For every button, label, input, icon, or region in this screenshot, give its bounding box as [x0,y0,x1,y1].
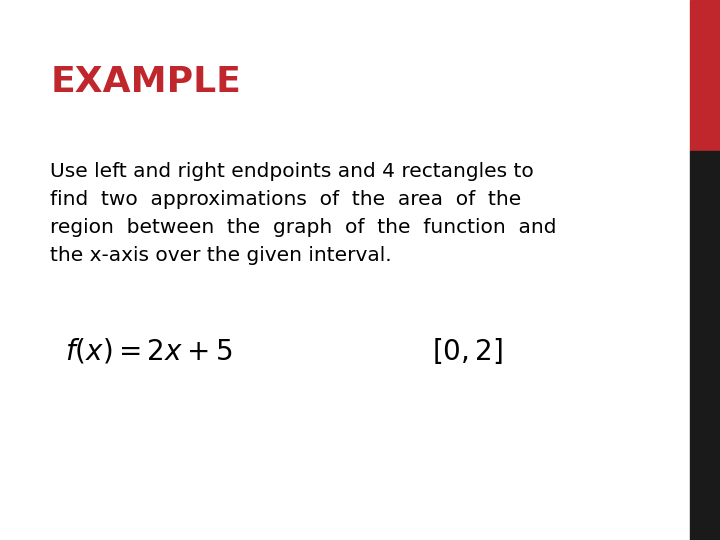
Text: $[0,2]$: $[0,2]$ [432,336,503,366]
Text: Use left and right endpoints and 4 rectangles to
find  two  approximations  of  : Use left and right endpoints and 4 recta… [50,162,557,265]
Text: EXAMPLE: EXAMPLE [50,65,241,99]
Text: $f(x)=2x+5$: $f(x)=2x+5$ [65,336,232,366]
